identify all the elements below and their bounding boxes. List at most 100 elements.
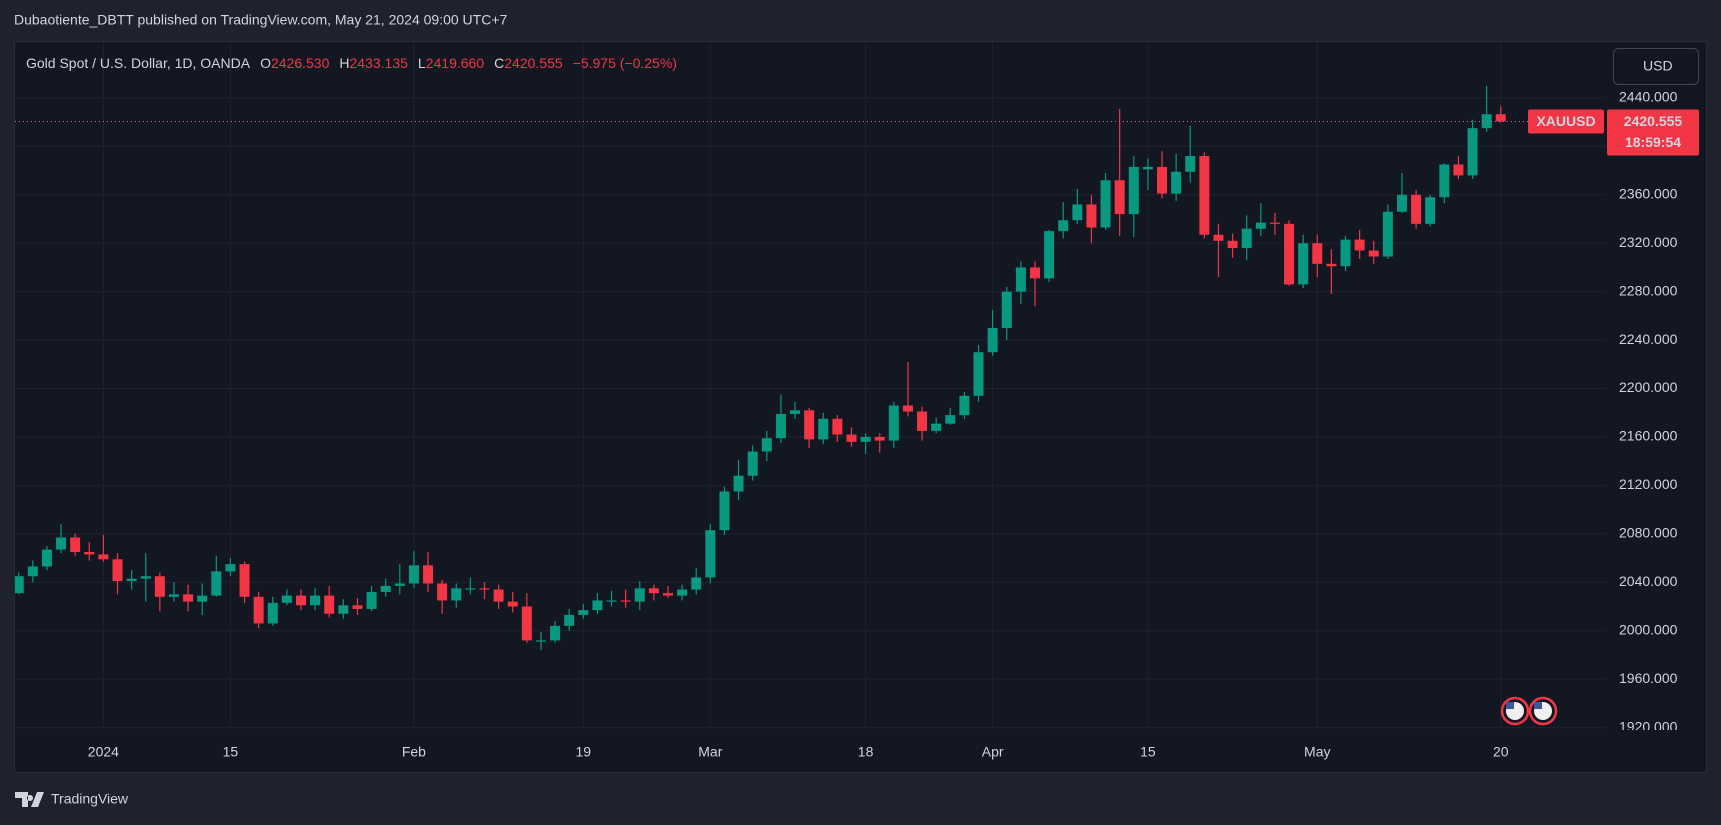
candle-body [761,438,772,452]
legend-change: −5.975 (−0.25%) [573,55,677,71]
candle-body [183,594,194,602]
x-tick-label: 20 [1493,744,1509,760]
candle-body [1114,180,1125,215]
legend-open: 2426.530 [271,55,330,71]
candle-body [154,576,165,597]
candle-body [521,606,532,641]
candle-body [550,625,561,641]
candle-body [846,434,857,442]
candle-body [1227,240,1238,249]
y-tick-label: 2200.000 [1619,379,1678,395]
candle-body [1241,228,1252,249]
y-tick-label: 2080.000 [1619,525,1678,541]
candle-body [437,583,448,601]
last-price-label: 2420.555 [1624,113,1683,129]
candle-body [987,327,998,353]
candle-body [705,530,716,578]
footer-brand: TradingView [51,791,129,807]
chart-panel [14,41,1707,773]
candle-body [691,577,702,590]
candle-body [1171,171,1182,194]
candle-body [211,571,222,596]
candle-body [267,602,278,624]
candle-body [112,559,123,582]
y-tick-label: 1920.000 [1619,718,1678,734]
y-tick-label: 2160.000 [1619,428,1678,444]
candle-body [945,415,956,424]
candle-body [27,566,38,577]
candle-body [15,576,24,594]
candle-body [719,491,730,531]
candle-body [324,595,335,614]
candle-body [931,423,942,431]
x-tick-label: May [1304,744,1330,760]
candle-body [493,589,504,602]
candle-body [479,588,490,590]
legend-low-label: L [418,55,426,71]
symbol-tag-label: XAUUSD [1536,113,1595,129]
candle-body [394,583,405,586]
candle-body [677,589,688,596]
legend-close-label: C [494,55,504,71]
candle-body [1340,239,1351,267]
candle-body [1481,114,1492,129]
candle-body [1298,243,1309,285]
candle-body [917,411,928,431]
candle-body [338,605,349,614]
candle-body [973,352,984,396]
candle-body [606,600,617,602]
candle-body [296,595,306,606]
candle-body [1100,180,1111,228]
y-tick-label: 2240.000 [1619,331,1678,347]
legend-symbol: Gold Spot / U.S. Dollar, 1D, OANDA [26,55,251,71]
candle-body [634,588,645,602]
candle-body [1044,231,1055,279]
event-flags [1500,696,1558,726]
footer-logo: TradingView [15,791,129,807]
candle-body [507,601,518,607]
x-tick-label: Apr [982,744,1004,760]
flag-canton [1506,702,1514,709]
currency-label[interactable]: USD [1643,58,1673,74]
candle-body [592,600,603,611]
candle-body [1411,194,1422,224]
candle-body [1001,291,1012,328]
candle-body [733,475,744,492]
countdown-label: 18:59:54 [1625,134,1681,150]
y-tick-label: 1960.000 [1619,670,1678,686]
candle-body [959,395,970,416]
currency-button[interactable] [1613,48,1699,85]
candle-body [408,565,419,584]
candle-body [902,405,913,412]
candle-body [197,595,208,602]
candle-body [56,537,67,550]
candle-body [535,640,546,642]
legend-close: 2420.555 [504,55,563,71]
candle-body [451,588,462,601]
candle-body [366,591,377,609]
candle-body [70,537,81,552]
candle-body [140,576,151,579]
candle-body [1213,234,1224,241]
candle-body [126,578,137,582]
legend: Gold Spot / U.S. Dollar, 1D, OANDA O2426.… [26,55,677,71]
candle-body [1157,166,1168,194]
flag-canton [1534,702,1542,709]
time-axis: 2024 15 Feb 19 Mar 18 Apr 15 May 20 [88,744,1509,760]
candle-body [1086,204,1097,228]
candle-body [1284,223,1295,285]
candle-body [1058,220,1069,232]
y-tick-label: 2280.000 [1619,282,1678,298]
candle-body [860,436,871,442]
candle-body [352,605,363,609]
candle-body [1425,197,1436,224]
candle-body [564,614,575,626]
x-tick-label: 19 [576,744,592,760]
legend-high: 2433.135 [350,55,409,71]
candle-body [41,549,52,567]
legend-open-label: O [260,55,271,71]
candle-body [423,565,434,584]
candle-body [1312,243,1323,264]
candle-body [1185,156,1196,172]
